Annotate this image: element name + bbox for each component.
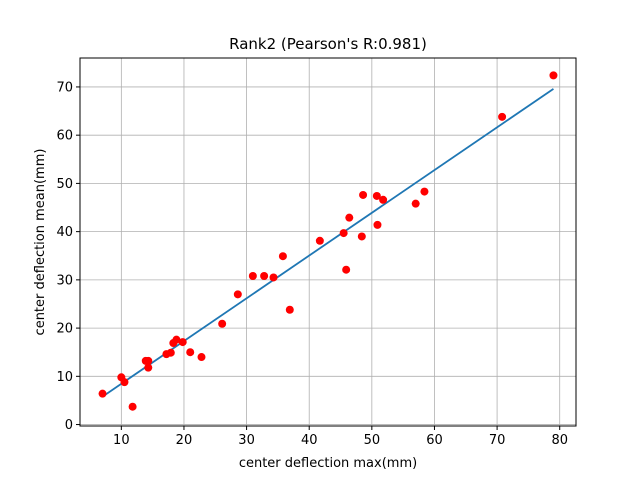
data-point	[411, 199, 420, 208]
y-tick-label: 20	[56, 322, 73, 337]
data-point	[420, 187, 429, 196]
x-tick-label: 60	[426, 433, 443, 448]
data-point	[172, 335, 181, 344]
y-axis-ticks: 0 10 20 30 40 50 60 70	[56, 80, 80, 433]
x-tick-label: 30	[238, 433, 255, 448]
data-point	[178, 338, 187, 347]
data-point	[233, 290, 242, 299]
y-tick-label: 30	[56, 273, 73, 288]
data-point	[345, 213, 354, 222]
data-point	[128, 402, 137, 411]
y-tick-label: 40	[56, 225, 73, 240]
data-point	[166, 348, 175, 357]
data-point	[260, 272, 269, 281]
x-tick-label: 20	[176, 433, 193, 448]
y-tick-label: 50	[56, 177, 73, 192]
data-point	[549, 71, 558, 80]
data-point	[278, 252, 287, 261]
plot-frame	[79, 57, 577, 427]
grid-lines	[80, 58, 576, 426]
x-tick-label: 40	[301, 433, 318, 448]
data-point	[248, 272, 257, 281]
fit-line	[102, 88, 554, 398]
data-points	[98, 71, 558, 411]
data-point	[218, 319, 227, 328]
data-point	[315, 236, 324, 245]
data-point	[285, 305, 294, 314]
fit-line-group	[102, 88, 554, 398]
data-point	[120, 378, 129, 387]
data-point	[98, 389, 107, 398]
y-tick-label: 70	[56, 80, 73, 95]
y-axis-label: center deflection mean(mm)	[33, 149, 48, 336]
data-point	[269, 273, 278, 282]
data-point	[357, 232, 366, 241]
y-tick-label: 10	[56, 370, 73, 385]
x-axis-ticks: 10 20 30 40 50 60 70 80	[113, 426, 568, 448]
data-point	[197, 353, 206, 362]
x-tick-label: 50	[364, 433, 381, 448]
data-point	[339, 229, 348, 238]
x-axis-label: center deflection max(mm)	[239, 456, 417, 471]
chart-title: Rank2 (Pearson's R:0.981)	[229, 35, 427, 53]
x-tick-label: 80	[551, 433, 568, 448]
y-tick-label: 60	[56, 129, 73, 144]
data-point	[359, 190, 368, 199]
data-point	[144, 363, 153, 372]
y-tick-label: 0	[65, 418, 73, 433]
data-point	[342, 265, 351, 274]
x-tick-label: 70	[489, 433, 506, 448]
data-point	[498, 112, 507, 121]
data-point	[186, 348, 195, 357]
x-tick-label: 10	[113, 433, 130, 448]
data-point	[373, 220, 382, 229]
data-point	[144, 356, 153, 365]
data-point	[372, 191, 381, 200]
data-point	[379, 195, 388, 204]
